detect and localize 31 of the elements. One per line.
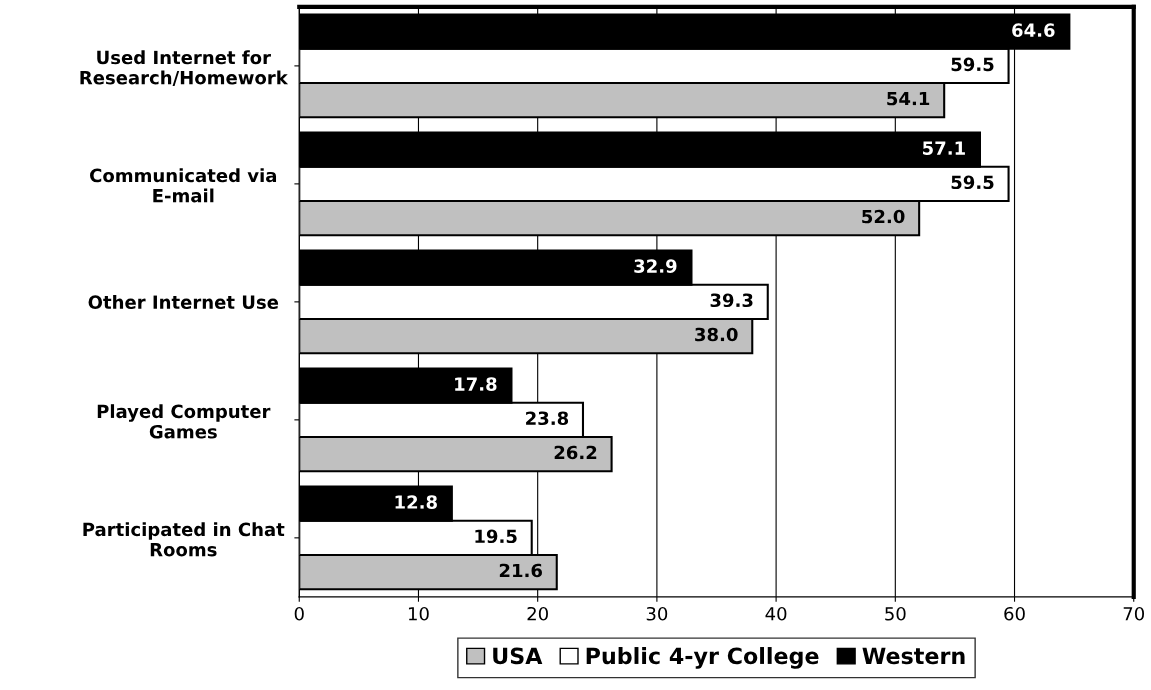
data-label: 54.1 [887, 91, 930, 106]
x-tick-label: 20 [527, 606, 548, 621]
legend-label: Western [862, 647, 965, 665]
y-tick-label: Communicated via E-mail [90, 168, 277, 203]
x-tick-label: 30 [646, 606, 668, 621]
y-tick-label: Used Internet for Research/Homework [80, 50, 289, 86]
y-tick-label: Played Computer Games [97, 404, 271, 439]
legend-label: Public 4-yr College [586, 647, 819, 669]
data-label: 59.5 [951, 57, 994, 72]
y-tick-label: Participated in Chat Rooms [83, 522, 285, 557]
data-label: 59.5 [951, 175, 994, 190]
x-tick-label: 10 [408, 606, 429, 621]
x-tick-label: 60 [1004, 606, 1025, 621]
data-label: 23.8 [526, 411, 569, 426]
data-label: 19.5 [475, 529, 517, 544]
data-label: 32.9 [634, 259, 677, 273]
legend-label: USA [493, 647, 543, 665]
data-label: 38.0 [695, 327, 738, 342]
data-label: 57.1 [923, 141, 965, 155]
data-label: 39.3 [710, 293, 753, 308]
data-label: 21.6 [499, 563, 542, 578]
x-tick-label: 50 [885, 606, 906, 621]
x-tick-label: 70 [1123, 606, 1145, 621]
data-label: 64.6 [1012, 23, 1055, 37]
data-label: 26.2 [554, 445, 597, 460]
data-label: 12.8 [395, 495, 437, 509]
y-tick-label: Other Internet Use [88, 295, 279, 309]
x-tick-label: 0 [294, 606, 304, 621]
data-label: 17.8 [455, 377, 497, 391]
x-tick-label: 40 [765, 606, 787, 621]
data-label: 52.0 [862, 209, 905, 224]
